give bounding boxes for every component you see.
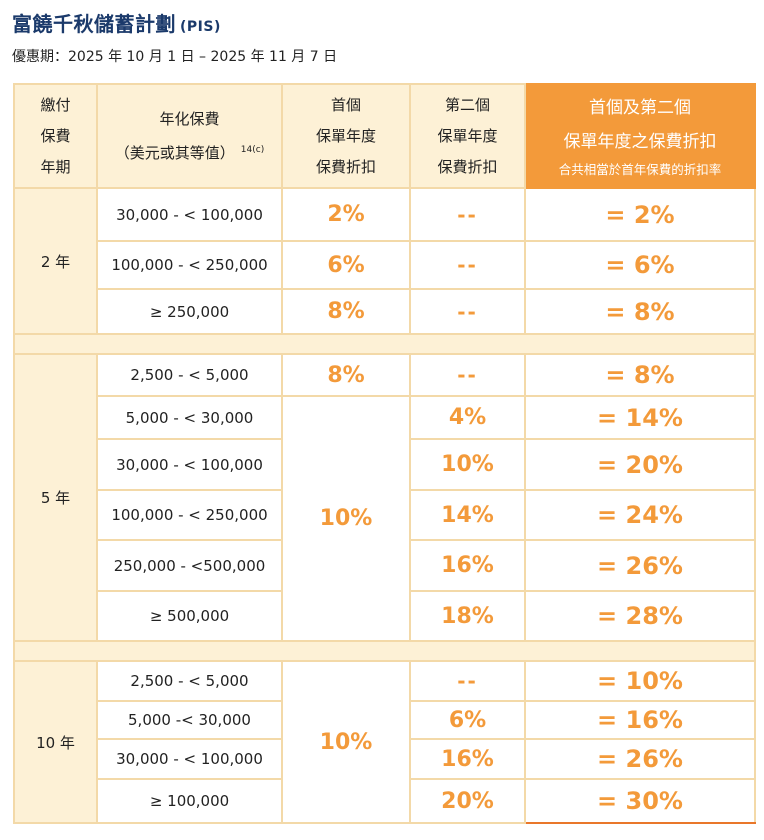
header-annual-premium: 年化保費 （美元或其等值） 14(c) [96, 83, 283, 189]
header-text: 保費折扣 [437, 157, 498, 176]
table-row: ≥ 100,000 20% = 30% [14, 778, 756, 824]
first-year-discount: 10% [281, 395, 411, 642]
table-row: ≥ 250,000 8% -- = 8% [14, 288, 756, 335]
table-row: 100,000 - < 250,000 6% -- = 6% [14, 240, 756, 290]
premium-range: 250,000 - <500,000 [96, 539, 283, 592]
second-year-discount: 18% [409, 590, 526, 642]
premium-range: ≥ 250,000 [96, 288, 283, 335]
second-year-discount: 14% [409, 489, 526, 541]
header-text: 繳付 [40, 95, 71, 114]
header-text: 年期 [40, 157, 71, 176]
offer-period: 優惠期：2025 年 10 月 1 日 – 2025 年 11 月 7 日 [12, 49, 338, 65]
premium-range: 30,000 - < 100,000 [96, 738, 283, 780]
total-discount: = 26% [524, 738, 756, 780]
header-text: 首個 [330, 95, 361, 114]
total-discount: = 14% [524, 395, 756, 440]
table-row: 5,000 -< 30,000 6% = 16% [14, 700, 756, 740]
premium-range: 5,000 -< 30,000 [96, 700, 283, 740]
separator-cell [13, 333, 756, 355]
premium-range: 100,000 - < 250,000 [96, 489, 283, 541]
header-text: 保費 [40, 126, 71, 145]
first-year-discount: 10% [281, 660, 411, 824]
first-year-discount: 6% [281, 240, 411, 290]
table-row: 30,000 - < 100,000 16% = 26% [14, 738, 756, 780]
premium-range: 30,000 - < 100,000 [96, 438, 283, 491]
total-discount: = 20% [524, 438, 756, 491]
group-separator [13, 333, 756, 355]
second-year-discount: 16% [409, 539, 526, 592]
total-discount: = 10% [524, 660, 756, 702]
plan-code: (PIS) [180, 19, 221, 35]
premium-range: 100,000 - < 250,000 [96, 240, 283, 290]
second-year-discount: -- [409, 660, 526, 702]
table-row: 100,000 - < 250,000 14% = 24% [14, 489, 756, 541]
first-year-discount: 2% [281, 187, 411, 242]
header-text: 保單年度之保費折扣 [563, 132, 717, 152]
second-year-discount: -- [409, 240, 526, 290]
second-year-discount: 10% [409, 438, 526, 491]
header-subtext: 合共相當於首年保費的折扣率 [558, 162, 722, 177]
header-text: （美元或其等值） [114, 143, 235, 162]
total-discount: = 28% [524, 590, 756, 642]
table-row: 250,000 - <500,000 16% = 26% [14, 539, 756, 592]
page-title: 富饒千秋儲蓄計劃 (PIS) [12, 8, 221, 37]
term-cell: 5 年 [13, 353, 98, 642]
total-discount: = 8% [524, 288, 756, 335]
total-discount: = 16% [524, 700, 756, 740]
header-text: 保單年度 [437, 126, 498, 145]
header-text: 保單年度 [315, 126, 376, 145]
total-discount: = 2% [524, 187, 756, 242]
second-year-discount: 6% [409, 700, 526, 740]
premium-range: ≥ 500,000 [96, 590, 283, 642]
premium-range: 2,500 - < 5,000 [96, 660, 283, 702]
separator-cell [13, 640, 756, 662]
second-year-discount: 16% [409, 738, 526, 780]
header-first-year-discount: 首個 保單年度 保費折扣 [281, 83, 411, 189]
second-year-discount: -- [409, 353, 526, 397]
header-total-discount: 首個及第二個 保單年度之保費折扣 合共相當於首年保費的折扣率 [524, 83, 756, 189]
table-header-row: 繳付 保費 年期 年化保費 （美元或其等值） 14(c) 首個 保單年度 保費折扣… [13, 83, 756, 189]
header-text: 第二個 [444, 95, 490, 114]
footnote-ref: 14(c) [240, 144, 265, 155]
header-payment-term: 繳付 保費 年期 [13, 83, 98, 189]
total-discount: = 30% [524, 778, 756, 824]
total-discount: = 8% [524, 353, 756, 397]
second-year-discount: 20% [409, 778, 526, 824]
first-year-discount: 8% [281, 288, 411, 335]
total-discount: = 26% [524, 539, 756, 592]
header-second-year-discount: 第二個 保單年度 保費折扣 [409, 83, 526, 189]
plan-name: 富饒千秋儲蓄計劃 [12, 12, 176, 36]
term-cell: 2 年 [13, 187, 98, 335]
table-row: 2 年 30,000 - < 100,000 2% -- = 2% [13, 187, 756, 335]
group-separator [13, 640, 756, 662]
table-row: 30,000 - < 100,000 10% = 20% [14, 438, 756, 491]
premium-range: 30,000 - < 100,000 [96, 187, 283, 242]
second-year-discount: 4% [409, 395, 526, 440]
term-cell: 10 年 [13, 660, 98, 824]
second-year-discount: -- [409, 288, 526, 335]
table-row: 10 年 2,500 - < 5,000 10% -- = 10% [13, 660, 756, 824]
table-row: ≥ 500,000 18% = 28% [14, 590, 756, 642]
table-row: 5 年 2,500 - < 5,000 8% -- = 8% [13, 353, 756, 642]
premium-range: 2,500 - < 5,000 [96, 353, 283, 397]
total-discount: = 24% [524, 489, 756, 541]
second-year-discount: -- [409, 187, 526, 242]
header-text: 保費折扣 [315, 157, 376, 176]
table-row: 5,000 - < 30,000 10% 4% = 14% [14, 395, 756, 642]
premium-range: 5,000 - < 30,000 [96, 395, 283, 440]
header-text: 年化保費 [159, 109, 220, 128]
premium-range: ≥ 100,000 [96, 778, 283, 824]
first-year-discount: 8% [281, 353, 411, 397]
header-text: 首個及第二個 [589, 98, 691, 118]
total-discount: = 6% [524, 240, 756, 290]
discount-table: 繳付 保費 年期 年化保費 （美元或其等值） 14(c) 首個 保單年度 保費折扣… [13, 83, 756, 824]
